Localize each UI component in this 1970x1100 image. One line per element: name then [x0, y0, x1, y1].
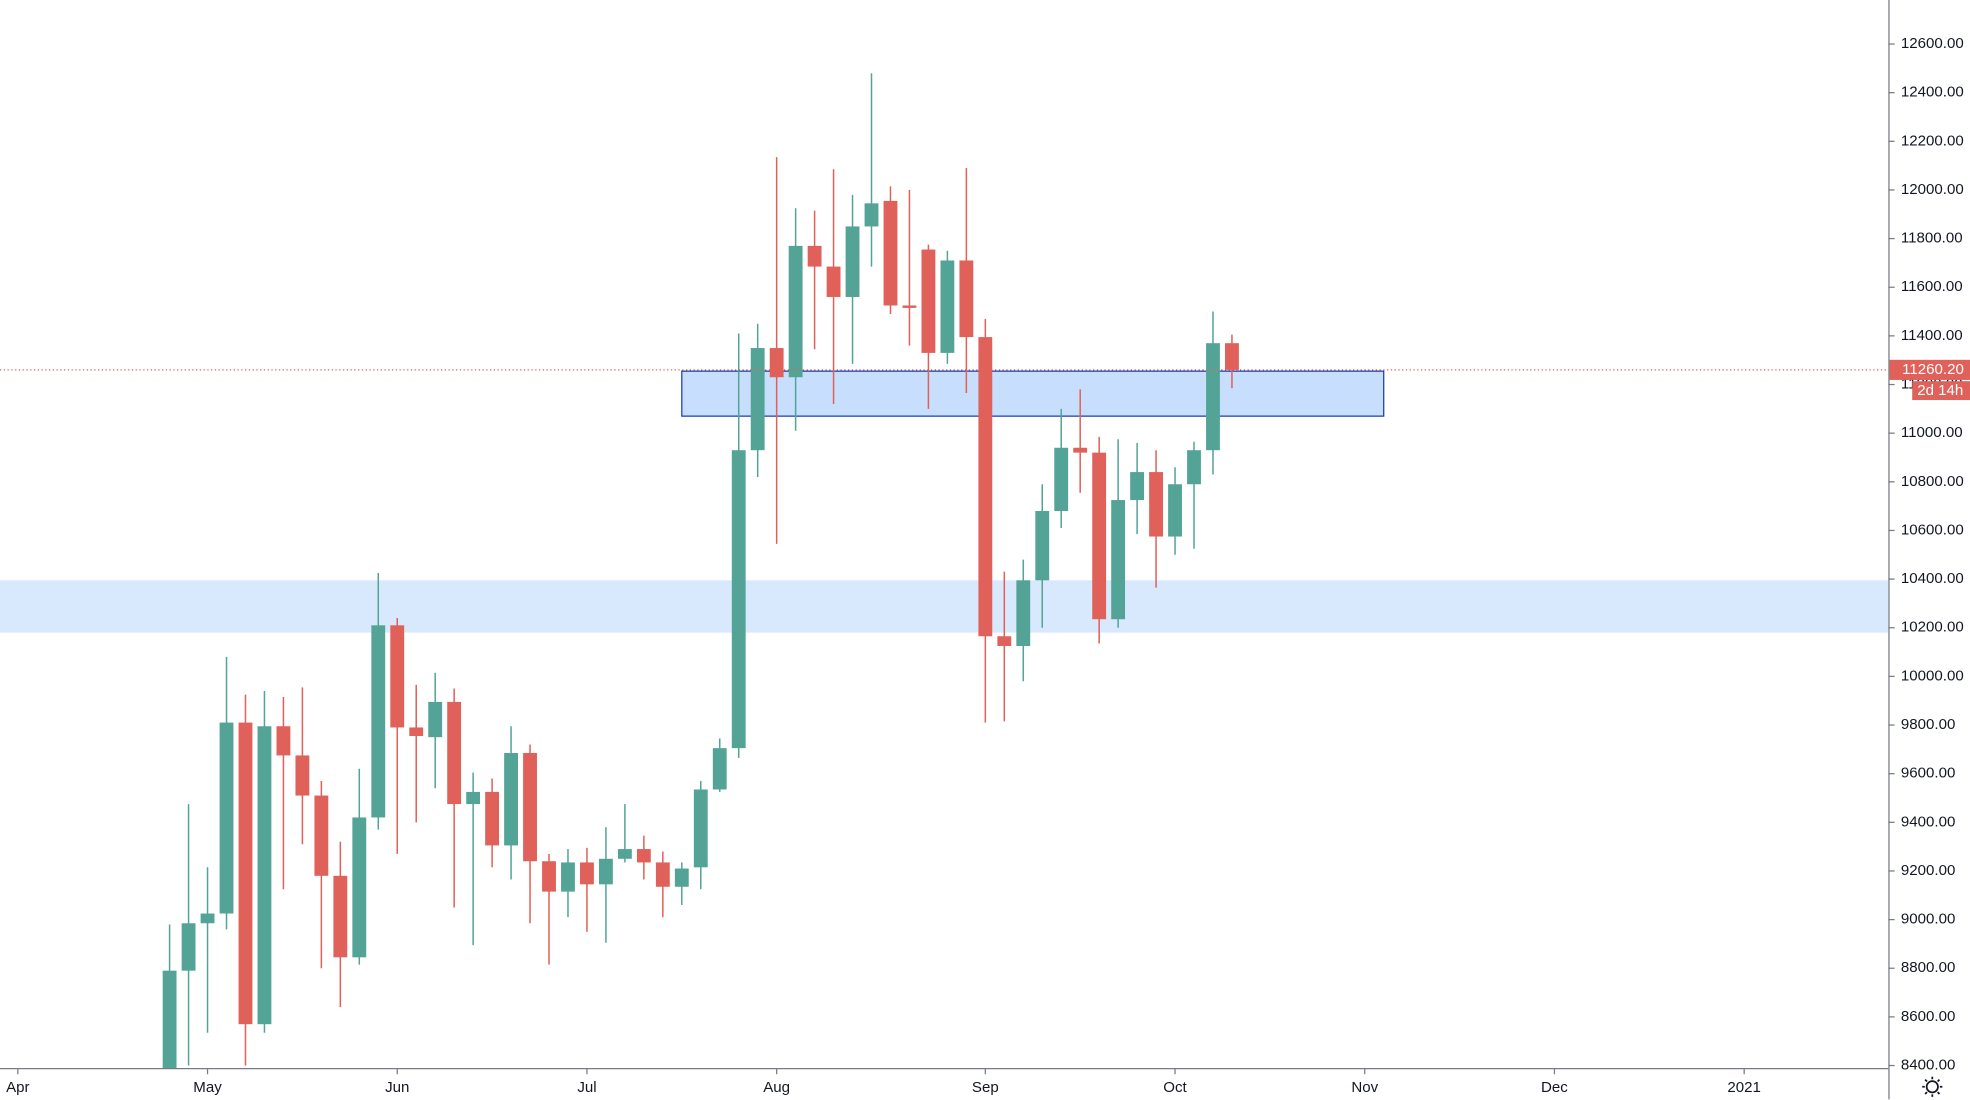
- x-tick-label: Dec: [1541, 1079, 1568, 1096]
- y-tick-label: 8800.00: [1901, 959, 1955, 976]
- candle-body: [1111, 500, 1126, 620]
- candle-body: [200, 913, 215, 924]
- settings-icon[interactable]: [1922, 1076, 1943, 1097]
- candle-body: [485, 791, 500, 846]
- candle-body: [580, 862, 594, 885]
- candle-body: [712, 748, 727, 790]
- candle-body: [276, 726, 291, 756]
- candle-body: [1092, 452, 1107, 620]
- candle-body: [352, 817, 367, 958]
- candle-body: [523, 752, 537, 862]
- candle-body: [428, 701, 443, 738]
- y-tick-label: 10000.00: [1901, 667, 1964, 684]
- axes: 8400.00 8600.00 8800.00 9000.00 9200.00 9400.…: [6, 35, 1970, 1096]
- candle-body: [447, 701, 462, 805]
- plot-area: [0, 73, 1889, 1068]
- y-tick-label: 11600.00: [1901, 278, 1963, 295]
- x-tick-label: Nov: [1351, 1079, 1378, 1096]
- x-tick-label: Oct: [1163, 1079, 1187, 1096]
- y-tick-label: 12200.00: [1901, 132, 1964, 149]
- candle-body: [162, 970, 177, 1068]
- candle-body: [1035, 510, 1050, 581]
- y-tick-label: 9400.00: [1901, 813, 1955, 830]
- candle-body: [883, 200, 898, 306]
- candle-body: [826, 266, 841, 297]
- candle-body: [238, 722, 253, 1025]
- candle-body: [997, 636, 1012, 646]
- y-tick-label: 10600.00: [1901, 521, 1964, 538]
- y-tick-label: 12600.00: [1901, 35, 1964, 52]
- x-tick-label: Jun: [385, 1079, 409, 1096]
- y-tick-label: 12000.00: [1901, 181, 1964, 198]
- y-tick-label: 11400.00: [1901, 327, 1963, 344]
- zone-band: [0, 580, 1889, 633]
- y-tick-label: 9600.00: [1901, 765, 1955, 782]
- candle-body: [542, 861, 556, 892]
- candle-body: [1149, 472, 1163, 537]
- candle-body: [959, 260, 974, 338]
- candle-body: [333, 875, 348, 958]
- candle-body: [1168, 484, 1182, 537]
- candle-body: [504, 752, 518, 846]
- x-tick-label: Apr: [6, 1079, 29, 1096]
- candle-body: [940, 260, 955, 353]
- y-tick-label: 10400.00: [1901, 570, 1964, 587]
- candle-body: [390, 625, 405, 728]
- candle-body: [1206, 343, 1220, 451]
- countdown-box: [1912, 381, 1970, 401]
- candle-body: [788, 245, 803, 378]
- candle-body: [314, 795, 329, 876]
- x-tick-label: Jul: [577, 1079, 596, 1096]
- candle-body: [693, 789, 708, 868]
- y-tick-label: 8600.00: [1901, 1008, 1955, 1025]
- candle-body: [902, 305, 917, 308]
- y-tick-label: 10200.00: [1901, 619, 1964, 636]
- candle-body: [295, 755, 310, 796]
- y-tick-label: 8400.00: [1901, 1057, 1955, 1074]
- candle-body: [978, 337, 993, 637]
- candle-body: [617, 849, 632, 859]
- candle-body: [731, 450, 746, 749]
- candle-body: [769, 348, 784, 378]
- countdown-label: 2d 14h: [1917, 382, 1963, 399]
- candle-body: [371, 625, 386, 818]
- candle-body: [1130, 472, 1145, 501]
- price-label: 11260.20: [1902, 361, 1964, 378]
- candle-body: [257, 726, 272, 1025]
- candle-body: [466, 791, 481, 805]
- candle-body: [864, 203, 879, 227]
- zone-box: [681, 370, 1385, 417]
- candle-body: [921, 249, 936, 353]
- candle-body: [655, 862, 670, 887]
- y-tick-label: 9200.00: [1901, 862, 1955, 879]
- x-tick-label: May: [193, 1079, 222, 1096]
- candle-body: [219, 722, 234, 914]
- candle-body: [1054, 447, 1069, 511]
- candle-body: [1073, 447, 1088, 453]
- x-tick-label: Aug: [763, 1079, 790, 1096]
- candle-body: [845, 226, 860, 297]
- y-tick-label: 9800.00: [1901, 716, 1955, 733]
- candle-body: [1187, 450, 1201, 485]
- candle-body: [1225, 343, 1239, 370]
- y-tick-label: 11000.00: [1901, 424, 1963, 441]
- y-tick-label: 11800.00: [1901, 230, 1963, 247]
- candle-body: [674, 868, 689, 887]
- candle-body: [561, 862, 575, 892]
- candle-body: [409, 727, 424, 736]
- y-tick-label: 12400.00: [1901, 84, 1964, 101]
- y-tick-label: 10800.00: [1901, 473, 1964, 490]
- candle-body: [636, 849, 651, 863]
- x-tick-label: 2021: [1727, 1079, 1761, 1096]
- x-tick-label: Sep: [972, 1079, 999, 1096]
- price-label-box: [1889, 359, 1970, 380]
- candle-body: [807, 245, 822, 267]
- y-tick-label: 9000.00: [1901, 911, 1955, 928]
- candle-body: [750, 348, 765, 451]
- candle-body: [1016, 580, 1031, 646]
- candle-body: [181, 923, 196, 971]
- candle-body: [598, 858, 613, 885]
